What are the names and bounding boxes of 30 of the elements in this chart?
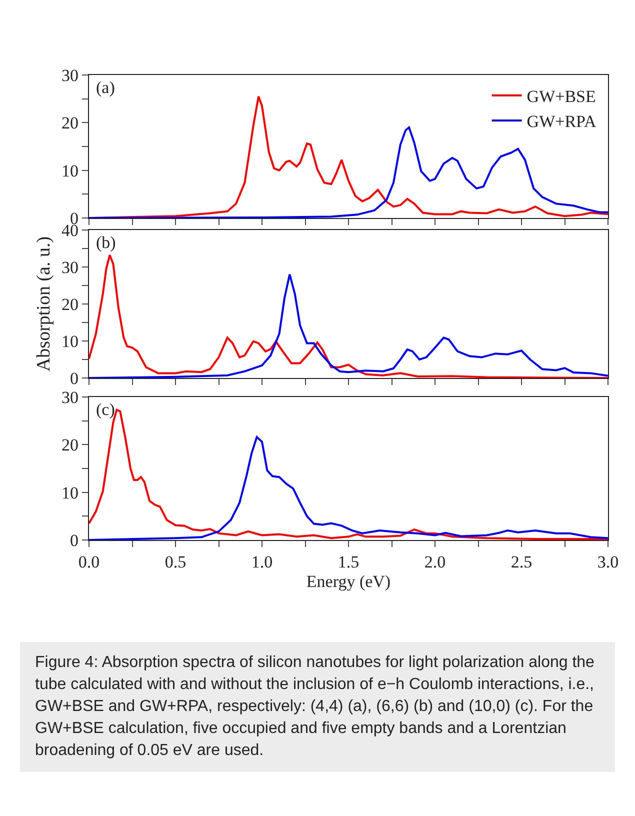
x-tick-label: 2.5 [510, 552, 532, 572]
x-tick-label: 1.0 [251, 552, 273, 572]
annotation: (a) [96, 78, 115, 97]
y-tick-label: 0 [70, 368, 78, 388]
line-series [89, 126, 608, 218]
line-series [89, 436, 608, 540]
y-tick-label: 20 [62, 294, 78, 314]
x-tick-label: 3.0 [597, 552, 619, 572]
x-tick-label: 2.0 [424, 552, 446, 572]
y-tick-label: 10 [62, 332, 78, 351]
y-tick-label: 30 [62, 66, 78, 85]
y-tick-label: 30 [62, 258, 78, 277]
annotation: (b) [96, 233, 116, 252]
x-tick-label: 1.5 [338, 552, 360, 572]
y-tick-label: 30 [62, 388, 78, 407]
y-axis-title: Absorption (a. u.) [33, 236, 54, 372]
x-axis-title: Energy (eV) [306, 572, 391, 591]
x-tick-label: 0.5 [164, 552, 186, 572]
y-tick-label: 0 [70, 530, 78, 550]
y-tick-label: 10 [62, 161, 78, 180]
caption: Figure 4: Absorption spectra of silicon nanotubes for light polarization along the tube calculated with and without the inclusion of e−h Coulomb interactions, i.e., GW+BSE and GW+RPA, respectively: (4,4) (a), (6,6) (b) and (10,0) (c). For the GW+BSE calculation, five occupied and five empty bands and a Lorentzian broadening of 0.05 eV are used. [20, 642, 615, 772]
legend-label: GW+BSE [526, 87, 596, 106]
legend-label: GW+RPA [526, 112, 597, 132]
line-series [89, 254, 608, 378]
x-tick-label: 0.0 [78, 552, 100, 572]
y-tick-label: 20 [62, 436, 78, 455]
annotation: (c) [96, 400, 115, 419]
y-tick-label: 10 [62, 483, 78, 502]
y-tick-label: 20 [62, 114, 78, 133]
line-series [89, 273, 608, 378]
